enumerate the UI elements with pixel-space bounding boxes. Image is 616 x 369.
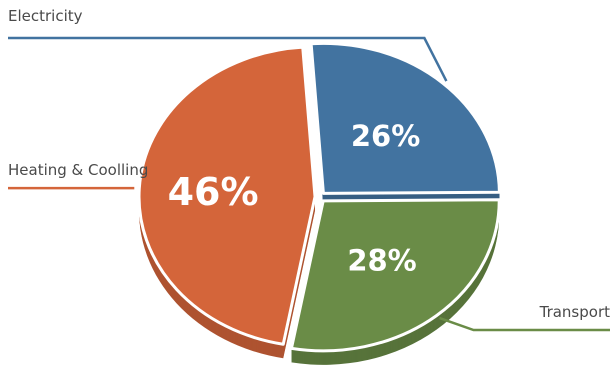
slice-category-label: Electricity	[8, 7, 83, 25]
slice-percent-label: 26%	[351, 119, 420, 153]
pie-percent-labels-layer: 26% 28% 46%	[168, 119, 421, 277]
slice-category-label: Heating & Coolling	[8, 161, 148, 179]
pie-callouts-layer: Electricity Transport Heating & Coolling	[8, 7, 611, 332]
pie-slice-electricity	[309, 41, 501, 195]
pie-slice-heating-coolling	[137, 45, 317, 346]
pie-slice-transport	[289, 198, 501, 353]
slice-percent-label: 46%	[168, 170, 259, 214]
callout-line	[439, 316, 610, 332]
slice-category-label: Transport	[539, 303, 611, 321]
slice-percent-label: 28%	[347, 244, 416, 278]
pie-slices-layer	[137, 41, 501, 353]
callout-line	[8, 36, 448, 82]
